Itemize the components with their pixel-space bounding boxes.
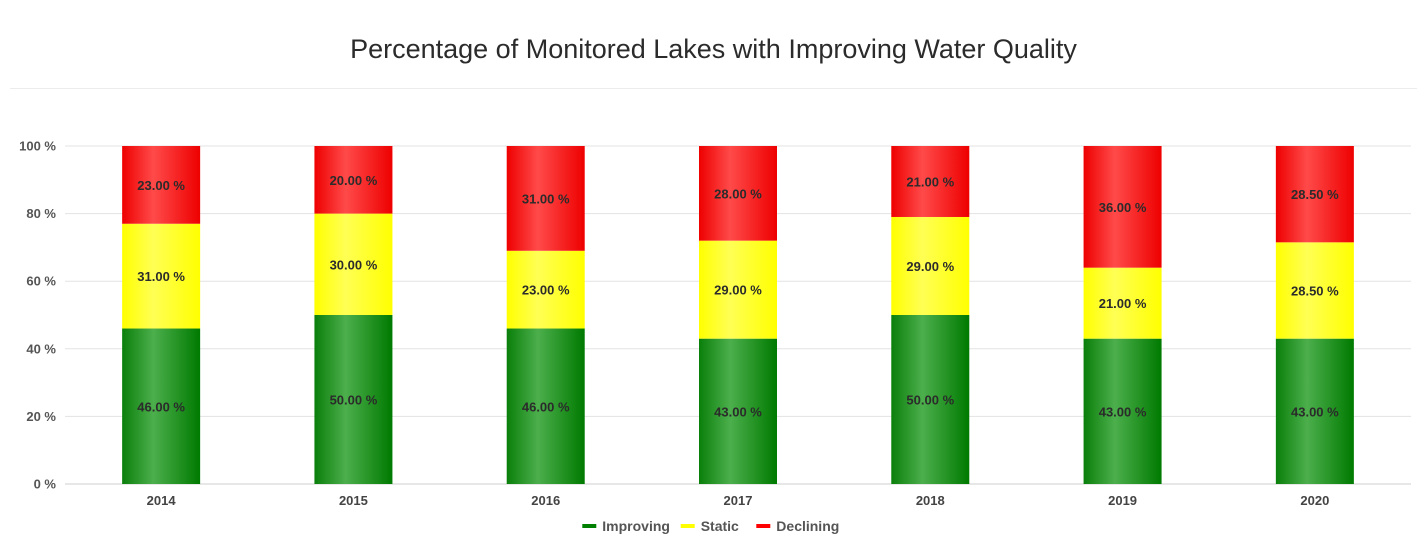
title-divider xyxy=(10,88,1417,89)
bar-static xyxy=(1275,242,1354,339)
bar-declining xyxy=(506,146,585,251)
legend: Improving Static Declining xyxy=(582,518,839,534)
bars xyxy=(122,146,1354,484)
x-tick-label: 2018 xyxy=(916,493,945,508)
data-label: 30.00 % xyxy=(330,257,378,272)
bar-static xyxy=(506,250,585,329)
bar-static xyxy=(1083,267,1162,339)
bar-declining xyxy=(122,146,201,224)
data-label: 50.00 % xyxy=(906,393,954,408)
bar-declining xyxy=(314,146,393,214)
data-label: 23.00 % xyxy=(522,283,570,298)
data-label: 28.00 % xyxy=(714,186,762,201)
bar-static xyxy=(891,216,970,315)
x-tick-label: 2014 xyxy=(147,493,177,508)
bar-improving xyxy=(314,315,393,484)
y-tick-label: 40 % xyxy=(26,341,56,356)
data-label: 46.00 % xyxy=(522,399,570,414)
bar-static xyxy=(122,223,201,329)
bar-improving xyxy=(506,328,585,484)
x-tick-label: 2015 xyxy=(339,493,368,508)
legend-label-improving: Improving xyxy=(602,518,670,534)
data-label: 50.00 % xyxy=(330,393,378,408)
data-label: 43.00 % xyxy=(1291,404,1339,419)
chart-title: Percentage of Monitored Lakes with Impro… xyxy=(350,34,1077,64)
bar-static xyxy=(314,213,393,315)
data-label: 43.00 % xyxy=(1099,404,1147,419)
legend-label-static: Static xyxy=(701,518,739,534)
y-tick-label: 60 % xyxy=(26,274,56,289)
data-label: 28.50 % xyxy=(1291,187,1339,202)
data-label: 21.00 % xyxy=(1099,296,1147,311)
data-label: 23.00 % xyxy=(137,178,185,193)
axes: 0 % 20 % 40 % 60 % 80 % 100 % 2014 2015 2016 2017… xyxy=(19,139,1329,509)
data-label: 20.00 % xyxy=(330,173,378,188)
x-tick-label: 2016 xyxy=(531,493,560,508)
bar-improving xyxy=(1083,338,1162,484)
y-tick-label: 80 % xyxy=(26,206,56,221)
data-label: 36.00 % xyxy=(1099,200,1147,215)
x-tick-label: 2019 xyxy=(1108,493,1137,508)
data-labels: 46.00 % 31.00 % 23.00 % 50.00 % 30.00 % 20.00… xyxy=(137,173,1339,420)
bar-improving xyxy=(1275,338,1354,484)
data-label: 46.00 % xyxy=(137,399,185,414)
data-label: 31.00 % xyxy=(137,269,185,284)
y-tick-label: 20 % xyxy=(26,409,56,424)
x-tick-label: 2020 xyxy=(1300,493,1329,508)
bar-declining xyxy=(1083,146,1162,268)
data-label: 31.00 % xyxy=(522,191,570,206)
data-label: 29.00 % xyxy=(714,283,762,298)
data-label: 43.00 % xyxy=(714,404,762,419)
data-label: 21.00 % xyxy=(906,174,954,189)
bar-declining xyxy=(891,146,970,217)
y-tick-label: 100 % xyxy=(19,139,56,154)
bar-declining xyxy=(699,146,777,241)
bar-improving xyxy=(122,328,201,484)
data-label: 29.00 % xyxy=(906,259,954,274)
x-tick-label: 2017 xyxy=(724,493,753,508)
bar-improving xyxy=(699,338,777,484)
bar-static xyxy=(699,240,777,339)
legend-label-declining: Declining xyxy=(776,518,839,534)
bar-declining xyxy=(1275,146,1354,243)
data-label: 28.50 % xyxy=(1291,283,1339,298)
bar-improving xyxy=(891,315,970,484)
y-tick-label: 0 % xyxy=(34,477,57,492)
